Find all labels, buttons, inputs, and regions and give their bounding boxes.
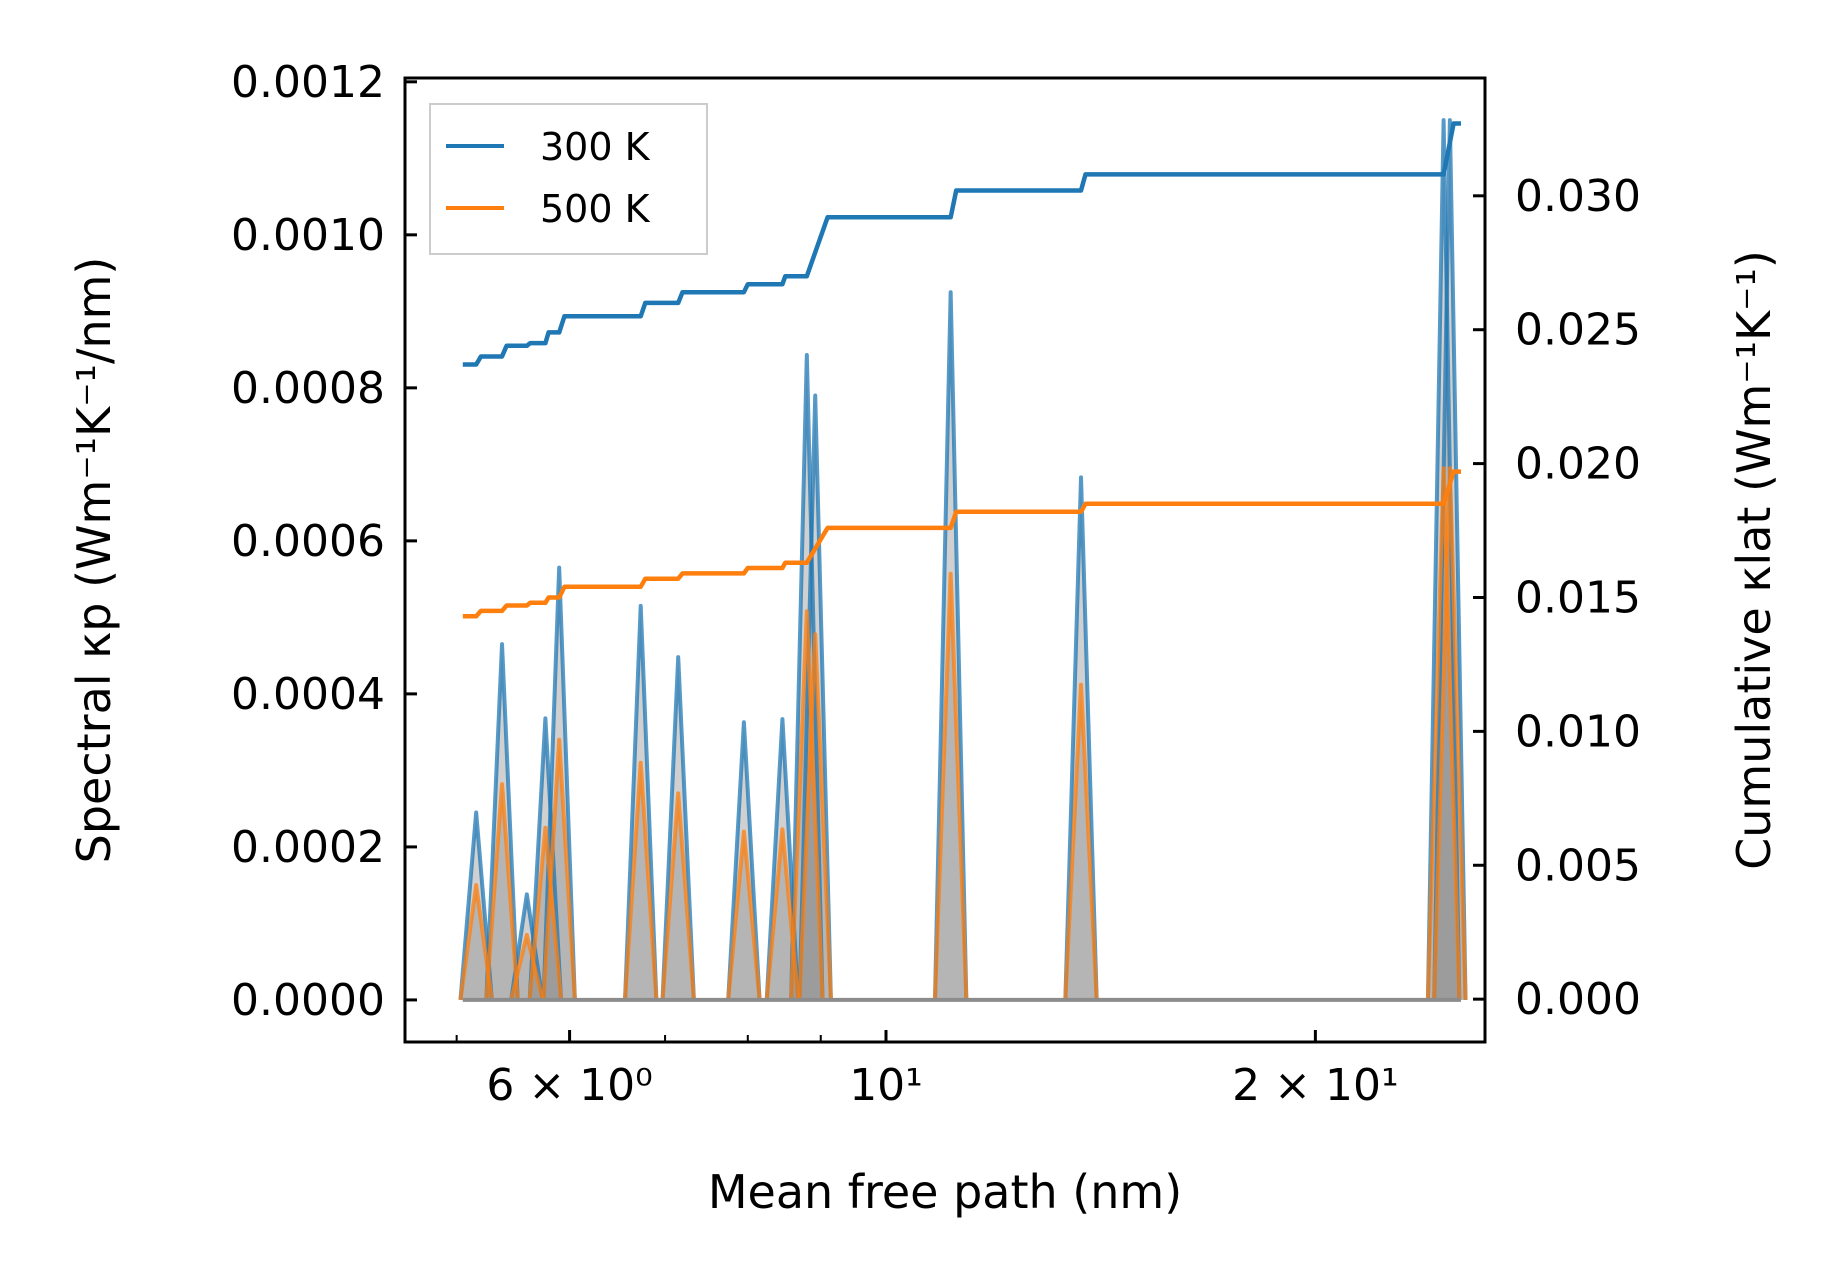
spectral-peak-fill-500k-0 bbox=[460, 885, 492, 1000]
spectral-peak-line-500k-10 bbox=[797, 632, 833, 1001]
spectral-peak-line-500k-7 bbox=[726, 829, 762, 1001]
spectral-peak-fill-500k-1 bbox=[486, 784, 518, 1000]
x-tick-label-0: 6 × 10⁰ bbox=[486, 1060, 652, 1111]
spectral-peak-fill-500k-5 bbox=[625, 762, 657, 1000]
y-left-tick-label-4: 0.0008 bbox=[231, 363, 385, 414]
spectral-peak-fill-500k-6 bbox=[662, 793, 694, 1000]
x-tick-label-1: 10¹ bbox=[849, 1060, 923, 1111]
y-right-tick-label-4: 0.020 bbox=[1515, 439, 1641, 490]
y-left-tick-label-6: 0.0012 bbox=[231, 57, 385, 108]
spectral-peak-line-500k-11 bbox=[932, 571, 969, 1000]
spectral-peak-fill-500k-12 bbox=[1065, 684, 1097, 1000]
spectral-peak-line-500k-14 bbox=[1432, 466, 1468, 1000]
spectral-peak-fill-500k-11 bbox=[934, 573, 967, 1000]
spectral-line-layer bbox=[458, 118, 1468, 1001]
y-right-tick-label-0: 0.000 bbox=[1515, 974, 1641, 1025]
tick-layer: 0.0000 0.0002 0.0004 0.0006 0.0008 0.0010 0.00… bbox=[231, 57, 1641, 1111]
spectral-peak-line-300k-14 bbox=[1432, 118, 1468, 1000]
y-left-tick-label-1: 0.0002 bbox=[231, 822, 385, 873]
spectral-peak-line-500k-13 bbox=[1425, 466, 1462, 1000]
y-left-tick-label-0: 0.0000 bbox=[231, 975, 385, 1026]
cumulative-line-300k bbox=[462, 121, 1461, 367]
x-axis-title: Mean free path (nm) bbox=[708, 1165, 1182, 1219]
spectral-peak-line-300k-3 bbox=[527, 716, 564, 1001]
spectral-peak-fill-500k-7 bbox=[728, 831, 760, 1000]
legend: 300 K 500 K bbox=[429, 103, 708, 255]
x-tick-label-2: 2 × 10¹ bbox=[1232, 1060, 1398, 1111]
spectral-peak-line-500k-6 bbox=[660, 791, 696, 1001]
spectral-peak-line-300k-1 bbox=[484, 642, 520, 1001]
spectral-peak-line-500k-12 bbox=[1063, 682, 1099, 1001]
cumulative-line-layer bbox=[462, 121, 1461, 619]
spectral-peak-line-300k-10 bbox=[797, 393, 833, 1000]
y-right-tick-label-1: 0.005 bbox=[1515, 840, 1641, 891]
spectral-peak-line-500k-1 bbox=[484, 782, 520, 1001]
spectral-peak-line-300k-12 bbox=[1063, 475, 1099, 1000]
y-left-tick-label-3: 0.0006 bbox=[231, 516, 385, 567]
spectral-peak-line-500k-2 bbox=[509, 932, 545, 1001]
y-axis-left-title: Spectral κp (Wm⁻¹K⁻¹/nm) bbox=[67, 257, 121, 864]
y-right-tick-label-6: 0.030 bbox=[1515, 171, 1641, 222]
y-right-tick-label-5: 0.025 bbox=[1515, 305, 1641, 356]
y-left-tick-label-5: 0.0010 bbox=[231, 210, 385, 261]
y-axis-right-title: Cumulative κlat (Wm⁻¹K⁻¹) bbox=[1727, 250, 1781, 870]
spectral-peak-fill-500k-2 bbox=[511, 934, 543, 1000]
legend-box bbox=[429, 103, 708, 255]
spectral-peak-line-300k-9 bbox=[789, 352, 825, 1000]
spectral-peak-line-300k-6 bbox=[660, 655, 696, 1001]
y-right-tick-label-2: 0.010 bbox=[1515, 706, 1641, 757]
legend-label-300k: 300 K bbox=[540, 125, 651, 169]
spectral-peak-line-300k-7 bbox=[726, 720, 762, 1001]
spectral-peak-line-300k-0 bbox=[458, 810, 494, 1001]
legend-label-500k: 500 K bbox=[540, 187, 651, 231]
spectral-peak-fill-500k-4 bbox=[543, 739, 575, 1000]
spectral-peak-line-500k-4 bbox=[541, 737, 577, 1001]
spectral-peak-line-300k-11 bbox=[932, 290, 969, 1000]
plot-frame bbox=[403, 76, 1487, 1044]
cumulative-line-500k bbox=[462, 469, 1461, 619]
y-right-tick-label-3: 0.015 bbox=[1515, 572, 1641, 623]
y-left-tick-label-2: 0.0004 bbox=[231, 669, 385, 720]
spectral-peak-line-300k-5 bbox=[623, 603, 659, 1001]
spectral-peak-line-500k-5 bbox=[623, 760, 659, 1001]
spectral-peak-line-500k-3 bbox=[527, 825, 564, 1001]
spectral-peak-line-500k-0 bbox=[458, 883, 494, 1001]
spectral-peak-line-500k-9 bbox=[789, 609, 825, 1001]
spectral-peak-line-300k-13 bbox=[1425, 118, 1462, 1000]
